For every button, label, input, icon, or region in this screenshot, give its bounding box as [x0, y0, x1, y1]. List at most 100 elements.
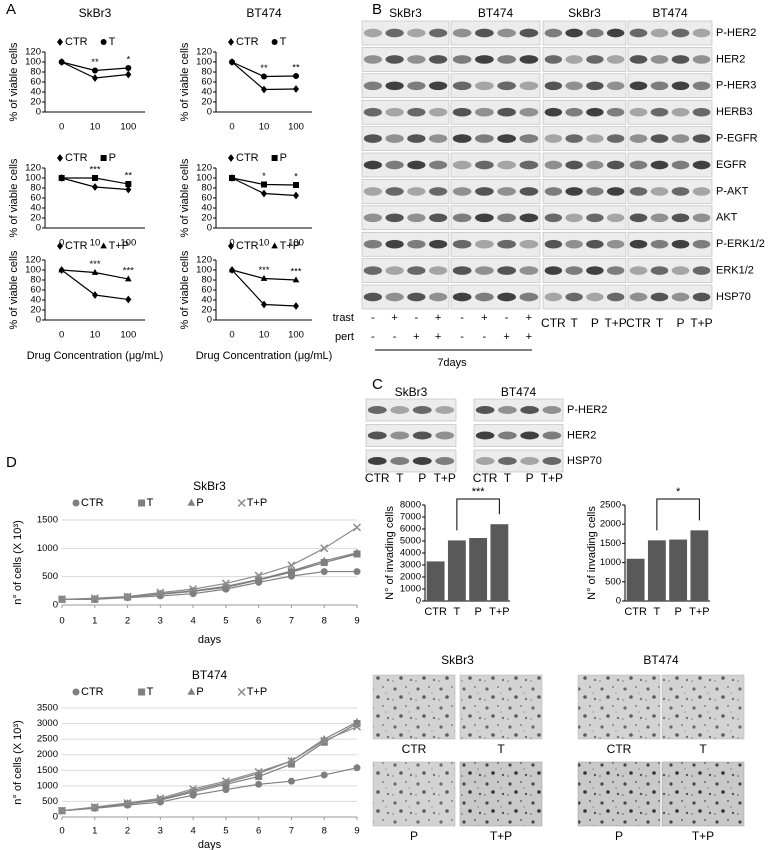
blot-band — [407, 160, 426, 170]
micrograph — [459, 761, 543, 827]
blot-band — [363, 187, 383, 196]
blot-band — [385, 213, 404, 223]
legend-marker — [271, 242, 278, 249]
marker — [287, 566, 296, 574]
blot-band — [407, 292, 426, 302]
blot-band — [606, 266, 625, 275]
y-tick-label: 2500 — [37, 734, 58, 745]
x-tick-label: 4 — [190, 616, 195, 627]
x-tick-label: 6 — [256, 826, 261, 837]
blot-band — [544, 134, 563, 143]
blot-band — [385, 81, 404, 91]
x-tick-label: 0 — [59, 122, 64, 133]
x-axis-label: days — [198, 839, 222, 850]
blot-band — [407, 187, 426, 196]
y-tick-label: 100 — [25, 57, 41, 68]
blot-band — [475, 160, 494, 170]
y-tick-label: 0 — [36, 107, 41, 118]
blot-band — [497, 107, 516, 117]
blot-band — [671, 107, 690, 117]
x-tick-label: 0 — [229, 330, 234, 341]
marker — [90, 803, 99, 812]
marker — [320, 771, 328, 779]
blot-band — [586, 266, 604, 275]
blot-band — [363, 213, 383, 223]
marker — [353, 764, 361, 772]
blot-band — [385, 266, 404, 275]
legend-label: CTR — [236, 240, 259, 252]
blot-band — [606, 292, 625, 302]
significance: * — [294, 172, 298, 183]
blot-band — [363, 134, 383, 143]
blot-band — [606, 187, 625, 196]
blot-band — [407, 134, 426, 143]
blot-band — [692, 213, 711, 223]
marker — [91, 268, 99, 275]
x-tick-label: 100 — [120, 122, 136, 133]
blot-band — [565, 213, 583, 223]
blot-band — [367, 406, 387, 414]
bar — [469, 538, 488, 601]
micrograph-label: CTR — [607, 742, 632, 756]
marker — [320, 544, 329, 553]
blot-band — [544, 239, 563, 249]
x-tick-label: 10 — [259, 122, 270, 133]
blot-band — [497, 28, 516, 38]
micrograph — [577, 761, 661, 827]
bar — [690, 530, 709, 601]
marker — [92, 183, 98, 191]
y-tick-label: 8000 — [400, 500, 421, 511]
y-tick-label: 3000 — [37, 718, 58, 729]
marker — [58, 266, 65, 273]
y-tick-label: 0 — [36, 223, 41, 234]
x-tick-label: T+P — [489, 606, 509, 618]
marker — [255, 780, 263, 788]
blot-band — [475, 81, 494, 91]
y-tick-label: 1000 — [37, 543, 58, 554]
marker — [287, 561, 296, 570]
blot-band — [363, 160, 383, 170]
y-axis-label: % of viable cells — [8, 250, 20, 329]
legend-label: P — [109, 152, 116, 164]
blot-band — [385, 134, 404, 143]
significance: *** — [472, 486, 486, 498]
blot-band — [544, 292, 563, 302]
lane-label: CTR — [365, 471, 390, 485]
blot-band — [452, 213, 472, 223]
x-tick-label: 100 — [288, 330, 304, 341]
marker — [58, 175, 65, 181]
blot-band — [497, 187, 516, 196]
blot-strip — [365, 424, 457, 447]
bar — [426, 561, 445, 601]
blot-band — [629, 55, 648, 64]
protein-label: P-HER2 — [567, 404, 607, 416]
blot-band — [544, 55, 563, 64]
micrograph-label: T+P — [490, 829, 512, 843]
blot-band — [475, 134, 494, 143]
y-tick-label: 0 — [207, 223, 212, 234]
blot-band — [475, 213, 494, 223]
x-tick-label: CTR — [624, 606, 647, 618]
y-tick-label: 40 — [201, 87, 212, 98]
legend-marker — [237, 498, 246, 508]
y-axis-label: N° of invading cells — [384, 506, 396, 600]
marker — [352, 523, 362, 532]
y-tick-label: 0 — [207, 107, 212, 118]
y-tick-label: 0 — [53, 812, 58, 823]
blot-band — [428, 187, 448, 196]
blot-band — [671, 292, 690, 302]
x-tick-label: 10 — [90, 122, 101, 133]
blot-band — [519, 266, 539, 275]
y-tick-label: 20 — [30, 213, 41, 224]
y-tick-label: 60 — [30, 285, 41, 296]
blot-band — [565, 134, 583, 143]
micrograph-label: T — [497, 742, 505, 756]
blot-band — [650, 28, 669, 38]
legend-marker — [228, 154, 234, 162]
marker — [229, 175, 235, 181]
lane-label: T — [570, 316, 578, 330]
marker — [292, 276, 300, 283]
blot-band — [544, 266, 563, 275]
blot-band — [650, 81, 669, 91]
blot-band — [629, 239, 648, 249]
